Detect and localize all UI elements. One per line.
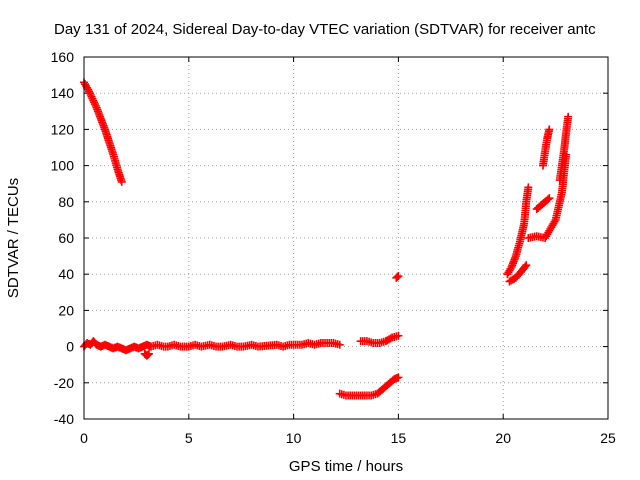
chart-title: Day 131 of 2024, Sidereal Day-to-day VTE…	[54, 21, 596, 38]
data-point	[90, 98, 99, 107]
y-tick-label: -40	[54, 411, 74, 427]
data-point	[89, 96, 98, 105]
y-axis-label: SDTVAR / TECUs	[5, 178, 22, 298]
data-point	[144, 349, 153, 358]
data-point	[394, 373, 403, 382]
data-point	[564, 112, 573, 121]
y-tick-label: -20	[54, 375, 74, 391]
data-point	[335, 340, 344, 349]
data-point	[550, 217, 559, 226]
x-axis-label: GPS time / hours	[289, 458, 403, 475]
data-point	[87, 92, 96, 101]
data-point	[394, 331, 403, 340]
data-point	[117, 177, 126, 186]
y-tick-label: 80	[58, 194, 74, 210]
data-point	[522, 261, 531, 270]
y-tick-label: 20	[58, 302, 74, 318]
data-point	[90, 100, 99, 109]
data-point	[524, 183, 533, 192]
y-tick-label: 40	[58, 266, 74, 282]
x-tick-label: 20	[495, 430, 511, 446]
data-point	[393, 272, 402, 281]
plot-frame	[83, 56, 609, 420]
data-point	[84, 85, 93, 94]
x-tick-label: 25	[600, 430, 616, 446]
y-tick-label: 100	[51, 158, 75, 174]
data-point	[545, 125, 554, 134]
data-points	[80, 78, 573, 400]
y-tick-label: 160	[51, 49, 75, 65]
data-point	[506, 264, 515, 273]
x-tick-label: 0	[80, 430, 88, 446]
y-tick-label: 0	[66, 339, 74, 355]
x-tick-label: 10	[286, 430, 302, 446]
data-point	[394, 272, 403, 281]
data-point	[88, 94, 97, 103]
y-tick-label: 120	[51, 121, 75, 137]
data-point	[143, 350, 152, 359]
data-point	[543, 195, 552, 204]
axis-ticks: 0 5 10 15 20 25 -40 -20 0 20 40 60 80 100 120 140 160	[51, 49, 616, 446]
data-point	[386, 334, 395, 343]
x-tick-label: 5	[185, 430, 193, 446]
y-tick-label: 60	[58, 230, 74, 246]
data-point	[85, 87, 94, 96]
data-point	[91, 101, 100, 110]
y-tick-label: 140	[51, 85, 75, 101]
data-point	[545, 194, 554, 203]
data-point	[85, 89, 94, 98]
x-tick-label: 15	[391, 430, 407, 446]
data-point	[521, 262, 530, 271]
data-point	[86, 91, 95, 100]
